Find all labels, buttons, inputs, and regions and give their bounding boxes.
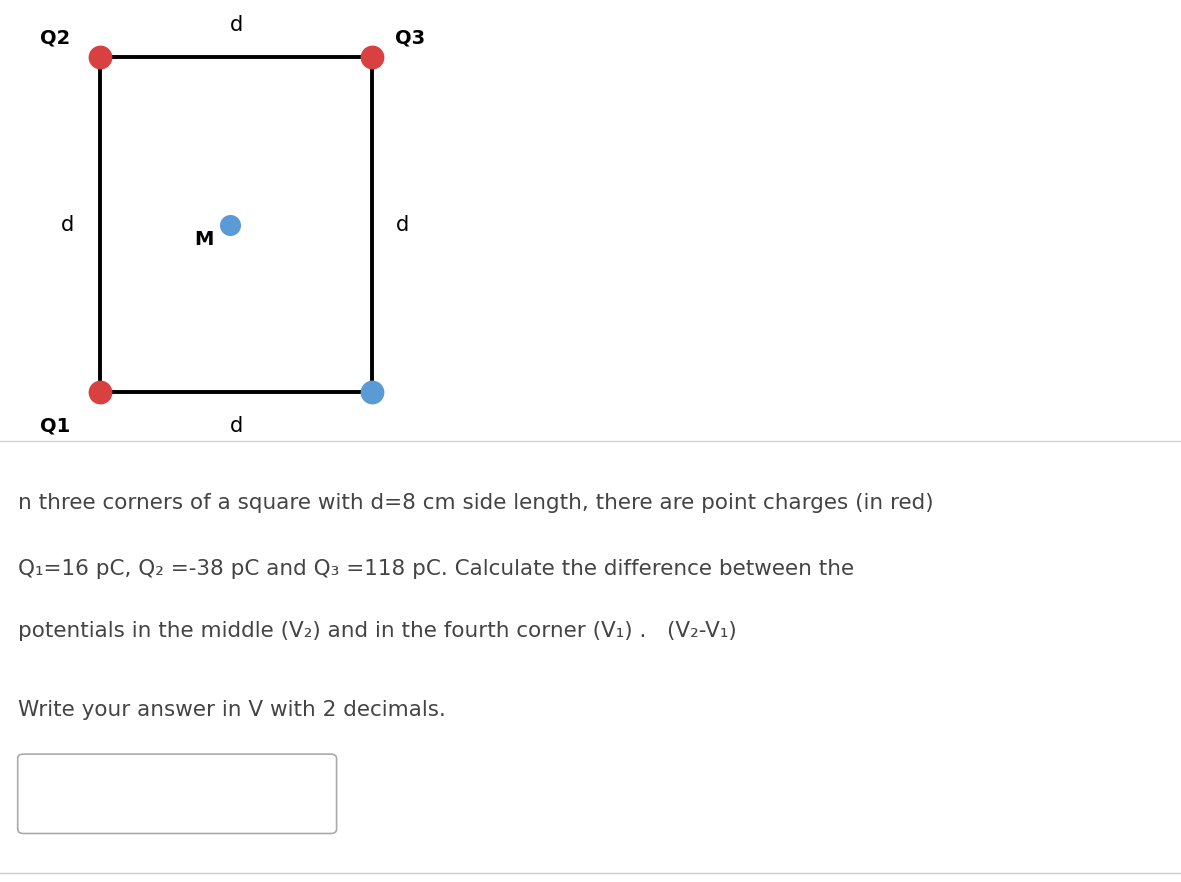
Point — [91, 50, 110, 64]
Text: Q₁=16 pC, Q₂ =-38 pC and Q₃ =118 pC. Calculate the difference between the: Q₁=16 pC, Q₂ =-38 pC and Q₃ =118 pC. Cal… — [18, 559, 854, 579]
FancyBboxPatch shape — [18, 754, 337, 833]
Text: d: d — [229, 15, 243, 35]
Text: d: d — [229, 416, 243, 437]
Text: n three corners of a square with d=8 cm side length, there are point charges (in: n three corners of a square with d=8 cm … — [18, 493, 933, 512]
Point — [91, 385, 110, 400]
Text: Q3: Q3 — [394, 28, 425, 48]
Point — [363, 50, 381, 64]
Text: d: d — [61, 215, 74, 235]
Text: d: d — [396, 215, 409, 235]
Point — [221, 218, 240, 232]
Text: Q2: Q2 — [40, 28, 71, 48]
Point — [363, 385, 381, 400]
Text: potentials in the middle (V₂) and in the fourth corner (V₁) .   (V₂-V₁): potentials in the middle (V₂) and in the… — [18, 621, 737, 640]
Text: Write your answer in V with 2 decimals.: Write your answer in V with 2 decimals. — [18, 700, 445, 720]
Text: Q1: Q1 — [40, 416, 71, 436]
Text: M: M — [195, 229, 214, 249]
